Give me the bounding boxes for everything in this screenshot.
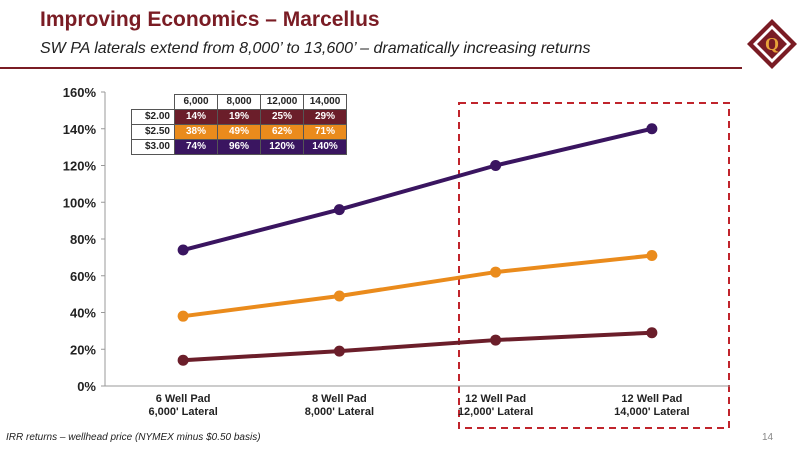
y-tick-label: 100% xyxy=(63,195,97,210)
table-column-header: 14,000 xyxy=(303,94,347,110)
series-line-0 xyxy=(183,330,652,363)
highlight-dashed-box xyxy=(458,102,730,429)
x-tick-label: 6,000' Lateral xyxy=(148,406,217,418)
table-row: $3.00 74% 96% 120% 140% xyxy=(131,139,347,155)
x-tick-label: 12 Well Pad xyxy=(621,393,682,405)
data-point xyxy=(490,160,502,171)
data-point xyxy=(177,310,189,322)
page-number: 14 xyxy=(762,432,774,443)
q-logo-icon: Q xyxy=(747,19,797,69)
data-point xyxy=(333,290,345,302)
data-point xyxy=(646,123,658,135)
table-cell: 120% xyxy=(260,139,304,155)
table-column-header: 6,000 xyxy=(174,94,218,110)
series-line-2 xyxy=(182,126,653,252)
y-tick-label: 0% xyxy=(77,379,96,394)
x-tick-label: 8 Well Pad xyxy=(312,393,367,405)
table-cell: 96% xyxy=(217,139,261,155)
table-row: $2.50 38% 49% 62% 71% xyxy=(131,124,347,140)
y-tick-label: 80% xyxy=(70,232,96,247)
data-point xyxy=(177,244,189,256)
table-row-label: $2.50 xyxy=(131,124,175,140)
y-tick-label: 140% xyxy=(63,122,97,137)
x-tick-label: 14,000' Lateral xyxy=(614,406,689,418)
page-title: Improving Economics – Marcellus xyxy=(40,8,380,31)
table-cell: 49% xyxy=(217,124,261,140)
table-row-label: $2.00 xyxy=(131,109,175,125)
y-tick-label: 60% xyxy=(70,269,96,284)
table-cell: 29% xyxy=(303,109,347,125)
table-cell: 74% xyxy=(174,139,218,155)
y-tick-label: 120% xyxy=(63,159,97,174)
svg-text:Q: Q xyxy=(765,34,779,54)
table-cell: 62% xyxy=(260,124,304,140)
data-point xyxy=(333,345,345,357)
y-tick-label: 160% xyxy=(63,85,97,100)
table-corner xyxy=(132,95,175,110)
table-column-header: 8,000 xyxy=(217,94,261,110)
table-cell: 14% xyxy=(174,109,218,125)
table-column-header: 12,000 xyxy=(260,94,304,110)
data-point xyxy=(646,327,658,339)
x-tick-label: 12,000' Lateral xyxy=(458,406,533,418)
table-row: $2.00 14% 19% 25% 29% xyxy=(131,109,347,125)
table-cell: 71% xyxy=(303,124,347,140)
y-tick-label: 20% xyxy=(70,342,96,357)
y-tick-label: 40% xyxy=(70,306,96,321)
footnote: IRR returns – wellhead price (NYMEX minu… xyxy=(6,432,261,443)
data-point xyxy=(646,250,658,262)
data-point xyxy=(333,204,345,216)
title-divider xyxy=(0,67,742,69)
x-tick-label: 6 Well Pad xyxy=(156,393,211,405)
table-cell: 19% xyxy=(217,109,261,125)
table-row-label: $3.00 xyxy=(131,139,175,155)
x-tick-label: 12 Well Pad xyxy=(465,393,526,405)
data-point xyxy=(490,334,502,346)
table-cell: 25% xyxy=(260,109,304,125)
table-cell: 140% xyxy=(303,139,347,155)
data-point xyxy=(177,354,189,366)
table-header-row: 6,000 8,000 12,000 14,000 xyxy=(132,94,347,110)
page-subtitle: SW PA laterals extend from 8,000’ to 13,… xyxy=(40,40,591,57)
table-cell: 38% xyxy=(174,124,218,140)
data-point xyxy=(490,266,502,278)
x-tick-label: 8,000' Lateral xyxy=(305,406,374,418)
irr-price-table: 6,000 8,000 12,000 14,000 $2.00 14% 19% … xyxy=(131,94,347,155)
series-line-1 xyxy=(182,253,653,319)
